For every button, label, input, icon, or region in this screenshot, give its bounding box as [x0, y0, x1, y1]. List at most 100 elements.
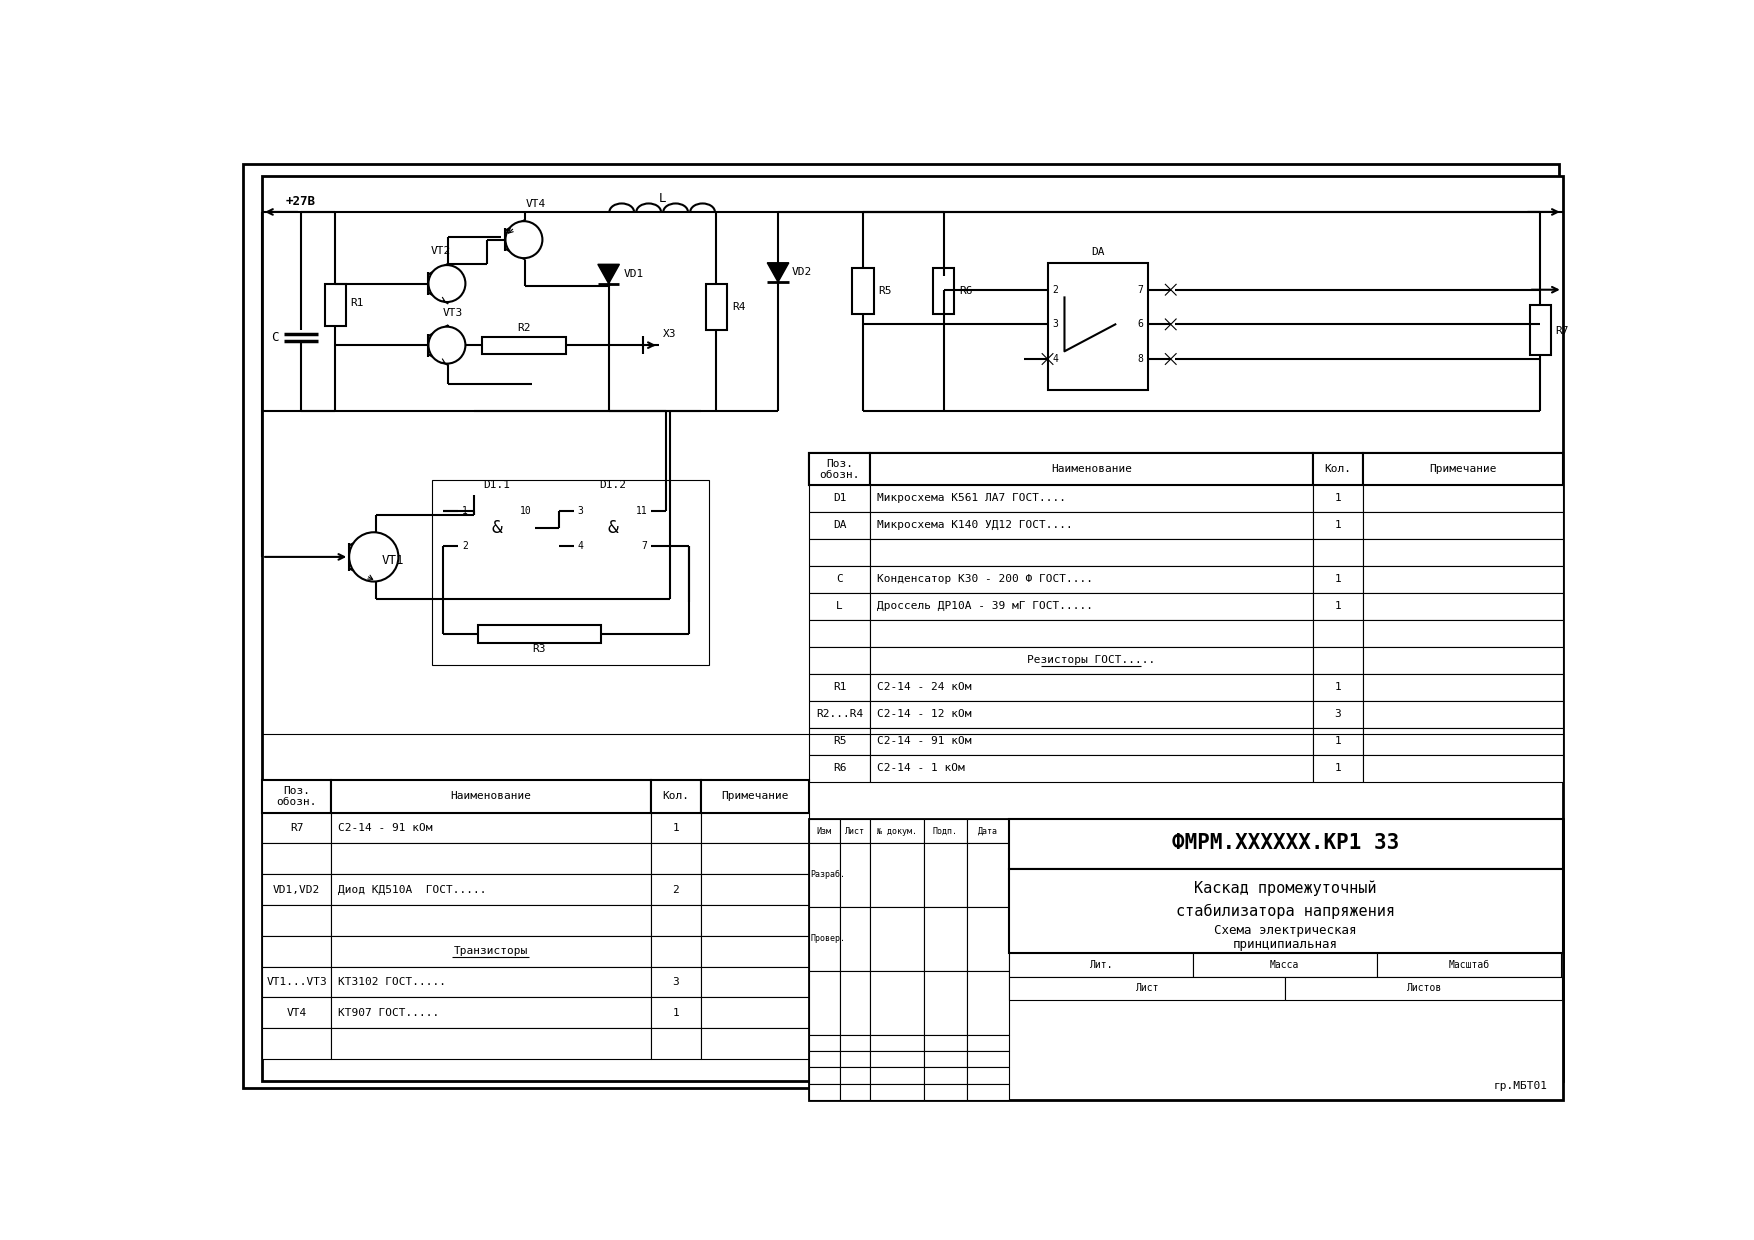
- Text: +27В: +27В: [286, 195, 316, 207]
- Bar: [261, 1028, 332, 1059]
- Bar: [809, 647, 870, 675]
- Bar: [870, 593, 1314, 620]
- Text: 3: 3: [577, 506, 584, 516]
- Bar: [924, 1035, 966, 1052]
- Bar: [1314, 755, 1363, 781]
- Bar: [1363, 755, 1563, 781]
- Text: 1: 1: [1335, 574, 1342, 584]
- Bar: [332, 780, 651, 812]
- Text: Наименование: Наименование: [451, 791, 531, 801]
- Bar: [870, 908, 924, 971]
- Text: 1: 1: [1335, 735, 1342, 746]
- Text: VT1: VT1: [381, 554, 403, 567]
- Bar: [966, 843, 1009, 908]
- Text: R4: R4: [731, 301, 745, 311]
- Bar: [702, 1028, 809, 1059]
- Text: С2-14 - 1 кОм: С2-14 - 1 кОм: [877, 763, 965, 773]
- Text: Микросхема К561 ЛА7 ГОСТ....: Микросхема К561 ЛА7 ГОСТ....: [877, 494, 1066, 503]
- Bar: [332, 966, 651, 997]
- Text: КТ907 ГОСТ.....: КТ907 ГОСТ.....: [337, 1008, 438, 1018]
- Bar: [332, 874, 651, 905]
- Bar: [1314, 728, 1363, 755]
- Text: &: &: [491, 520, 502, 537]
- Text: C: C: [837, 574, 844, 584]
- Text: 6: 6: [1137, 320, 1144, 330]
- Bar: [870, 728, 1314, 755]
- Bar: [966, 818, 1009, 843]
- Text: Поз.: Поз.: [826, 459, 852, 469]
- Bar: [1009, 977, 1286, 999]
- Text: R6: R6: [833, 763, 847, 773]
- Text: № докум.: № докум.: [877, 827, 917, 836]
- Bar: [966, 1084, 1009, 1100]
- Text: R5: R5: [879, 286, 891, 296]
- Bar: [1363, 512, 1563, 539]
- Text: Микросхема К140 УД12 ГОСТ....: Микросхема К140 УД12 ГОСТ....: [877, 521, 1072, 531]
- Bar: [1363, 593, 1563, 620]
- Bar: [809, 620, 870, 647]
- Bar: [852, 268, 873, 315]
- Bar: [332, 812, 651, 843]
- Text: VD1: VD1: [624, 269, 644, 279]
- Bar: [809, 755, 870, 781]
- Text: Лист: Лист: [845, 827, 865, 836]
- Bar: [702, 966, 809, 997]
- Text: VT2: VT2: [431, 247, 451, 257]
- Text: Диод КД510А  ГОСТ.....: Диод КД510А ГОСТ.....: [337, 884, 486, 894]
- Text: DA: DA: [833, 521, 847, 531]
- Text: Лист: Лист: [1135, 983, 1159, 993]
- Text: 2: 2: [1052, 285, 1058, 295]
- Bar: [332, 936, 651, 966]
- Text: Кол.: Кол.: [1324, 464, 1351, 474]
- Bar: [651, 1028, 702, 1059]
- Bar: [840, 1052, 870, 1068]
- Text: Масса: Масса: [1270, 960, 1300, 970]
- Bar: [870, 453, 1314, 485]
- Bar: [870, 485, 1314, 512]
- Bar: [870, 567, 1314, 593]
- Bar: [870, 843, 924, 908]
- Text: Лит.: Лит.: [1089, 960, 1112, 970]
- Text: принципиальная: принципиальная: [1233, 937, 1338, 951]
- Bar: [809, 908, 840, 971]
- Text: Резисторы ГОСТ.....: Резисторы ГОСТ.....: [1028, 655, 1156, 665]
- Bar: [1314, 647, 1363, 675]
- Text: 1: 1: [1335, 682, 1342, 692]
- Bar: [870, 539, 1314, 567]
- Bar: [261, 936, 332, 966]
- Text: С2-14 - 91 кОм: С2-14 - 91 кОм: [337, 823, 431, 833]
- Bar: [809, 673, 870, 701]
- Bar: [482, 337, 567, 353]
- Text: 8: 8: [1137, 353, 1144, 365]
- Text: Подп.: Подп.: [933, 827, 958, 836]
- Bar: [809, 1084, 840, 1100]
- Bar: [870, 673, 1314, 701]
- Bar: [477, 625, 602, 644]
- Bar: [924, 818, 966, 843]
- Text: С2-14 - 91 кОм: С2-14 - 91 кОм: [877, 735, 972, 746]
- Bar: [651, 905, 702, 936]
- Bar: [840, 843, 870, 908]
- Text: R6: R6: [959, 286, 972, 296]
- Bar: [261, 905, 332, 936]
- Bar: [870, 1035, 924, 1052]
- Bar: [809, 593, 870, 620]
- Text: Каскад промежуточный: Каскад промежуточный: [1194, 880, 1377, 895]
- Bar: [651, 843, 702, 874]
- Text: VT3: VT3: [444, 308, 463, 317]
- Text: 1: 1: [1335, 521, 1342, 531]
- Bar: [332, 997, 651, 1028]
- Bar: [702, 997, 809, 1028]
- Text: Примечание: Примечание: [1430, 464, 1496, 474]
- Bar: [840, 1068, 870, 1084]
- Text: гр.МБТ01: гр.МБТ01: [1493, 1081, 1547, 1091]
- Text: D1.1: D1.1: [484, 480, 510, 490]
- Text: VD2: VD2: [791, 267, 812, 277]
- Bar: [1314, 453, 1363, 485]
- Text: 2: 2: [463, 541, 468, 551]
- Bar: [1363, 485, 1563, 512]
- Text: R1: R1: [351, 298, 365, 308]
- Text: VT4: VT4: [526, 200, 545, 210]
- Bar: [870, 512, 1314, 539]
- Text: 1: 1: [1335, 763, 1342, 773]
